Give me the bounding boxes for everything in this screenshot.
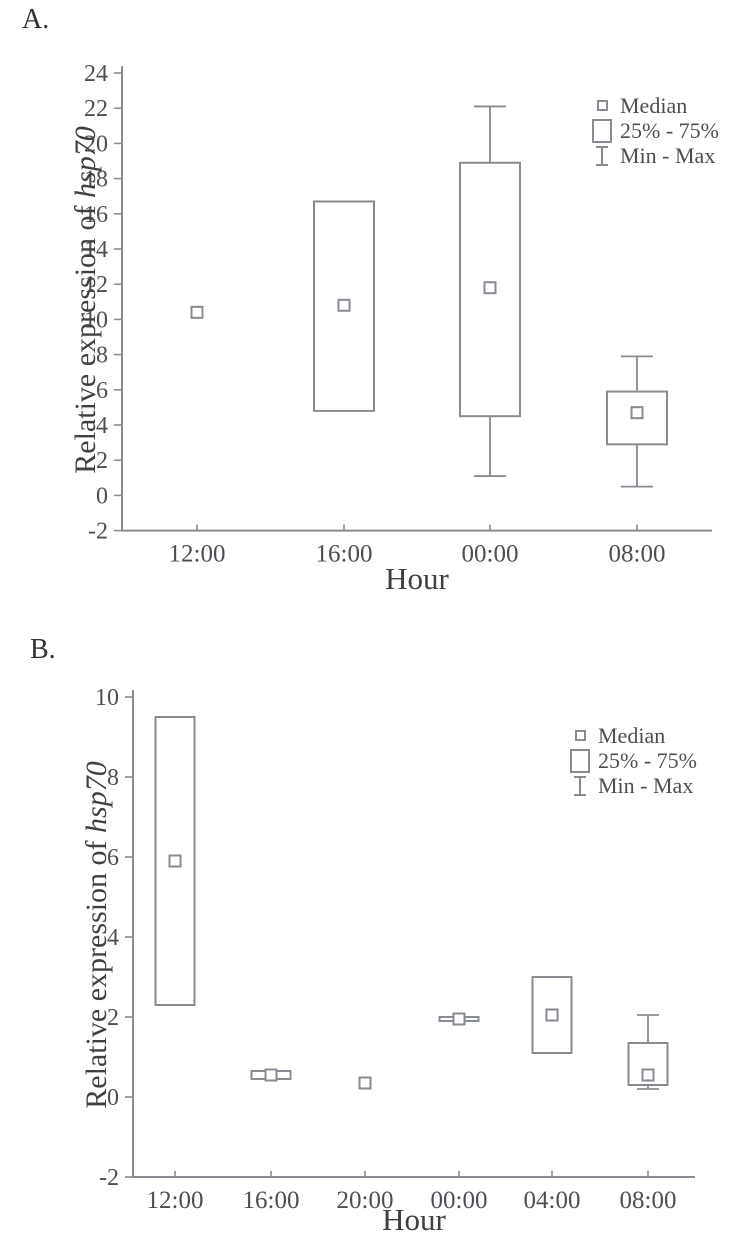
y-tick-label: 4: [107, 925, 119, 951]
legend-label-median: Median: [620, 92, 688, 118]
median-marker-icon: [574, 730, 586, 741]
legend-item-box: 25% - 75%: [584, 118, 719, 143]
box-group-04:00: [531, 976, 573, 1054]
median-point: [630, 406, 644, 420]
box-marker-icon: [570, 748, 590, 773]
y-tick-label: 0: [107, 1085, 119, 1111]
x-tick-label: 12:00: [169, 541, 226, 568]
legend-marker-cell: [584, 118, 620, 143]
y-tick-label: 22: [84, 96, 108, 122]
y-tick-label: 10: [95, 685, 119, 711]
median-point: [358, 1076, 372, 1090]
x-tick-label: 08:00: [620, 1187, 677, 1214]
legend-item-box: 25% - 75%: [562, 748, 697, 773]
y-tick-label: 20: [84, 131, 108, 157]
panel-a: 24 22 20 18 16 14 12 10 8 6 4 2 0 -2 12:00 16:00 00:00 08…: [0, 0, 739, 620]
legend-item-median: Median: [562, 723, 697, 748]
y-tick-label: 0: [96, 483, 108, 509]
y-tick-label: 2: [96, 448, 108, 474]
legend-marker-cell: [584, 145, 620, 167]
panel-b-x-axis-title: Hour: [382, 1202, 446, 1237]
legend-marker-cell: [562, 730, 598, 741]
y-tick-label: -2: [88, 519, 108, 545]
median-marker-icon: [596, 100, 608, 111]
panel-b-plot: 10 8 6 4 2 0 -2 12:00 16:00 20:00 00:00 04:00 08:00: [95, 685, 695, 1214]
box-group-12:00: [154, 716, 196, 1006]
x-tick-label: 00:00: [431, 1187, 488, 1214]
x-tick-label: 20:00: [337, 1187, 394, 1214]
y-tick-label: 24: [84, 61, 108, 87]
box-group-12:00: [190, 305, 204, 319]
legend-item-minmax: Min - Max: [562, 773, 697, 798]
y-tick-label: 12: [84, 272, 108, 298]
panel-a-x-axis-title: Hour: [385, 561, 449, 596]
y-tick-label: 18: [84, 167, 108, 193]
panel-b-label: B.: [30, 634, 56, 665]
median-point: [483, 281, 497, 295]
panel-b-legend: Median 25% - 75% Min - Max: [562, 723, 697, 798]
legend-label-box: 25% - 75%: [598, 747, 697, 773]
box-group-00:00: [459, 105, 521, 477]
median-point: [452, 1012, 466, 1026]
y-axis-title-text: Relative expression of: [69, 197, 102, 474]
y-axis-title-text: Relative expression of: [80, 832, 113, 1109]
panel-b: 10 8 6 4 2 0 -2 12:00 16:00 20:00 00:00 04:00 08:00 …: [0, 620, 739, 1249]
panel-a-label: A.: [22, 4, 50, 35]
y-tick-label: 2: [107, 1005, 119, 1031]
legend-marker-cell: [584, 100, 620, 111]
min-max-marker-icon: [574, 775, 586, 796]
panel-a-y-axis-title: Relative expression of hsp70: [69, 126, 103, 473]
y-tick-label: 10: [84, 307, 108, 333]
legend-marker-cell: [562, 748, 598, 773]
y-tick-label: 8: [96, 343, 108, 369]
median-point: [190, 305, 204, 319]
x-tick-label: 00:00: [462, 541, 519, 568]
legend-item-median: Median: [584, 93, 719, 118]
y-tick-label: 14: [84, 237, 108, 263]
median-point: [264, 1068, 278, 1082]
box-marker-icon: [592, 118, 612, 143]
legend-label-median: Median: [598, 722, 666, 748]
x-tick-label: 16:00: [316, 541, 373, 568]
x-tick-label: 08:00: [609, 541, 666, 568]
y-tick-label: -2: [99, 1165, 119, 1191]
box-group-08:00: [606, 355, 668, 488]
legend-item-minmax: Min - Max: [584, 143, 719, 168]
median-point: [168, 854, 182, 868]
median-point: [337, 298, 351, 312]
panel-b-y-axis-title: Relative expression of hsp70: [80, 761, 114, 1108]
box-group-08:00: [627, 1014, 669, 1090]
y-axis-title-gene: hsp70: [80, 761, 113, 833]
legend-marker-cell: [562, 775, 598, 797]
box-group-00:00: [438, 1012, 480, 1026]
x-tick-label: 12:00: [147, 1187, 204, 1214]
x-tick-label: 04:00: [524, 1187, 581, 1214]
y-tick-label: 8: [107, 765, 119, 791]
legend-label-box: 25% - 75%: [620, 117, 719, 143]
panel-a-legend: Median 25% - 75% Min - Max: [584, 93, 719, 168]
x-tick-label: 16:00: [243, 1187, 300, 1214]
y-tick-label: 6: [107, 845, 119, 871]
median-point: [545, 1008, 559, 1022]
axes: 10 8 6 4 2 0 -2 12:00 16:00 20:00 00:00 04:00 08:00: [95, 685, 695, 1214]
y-axis-title-gene: hsp70: [69, 126, 102, 198]
y-tick-label: 4: [96, 413, 108, 439]
legend-label-minmax: Min - Max: [598, 772, 694, 798]
min-max-marker-icon: [596, 145, 608, 166]
box-group-16:00: [250, 1068, 292, 1082]
y-tick-label: 6: [96, 378, 108, 404]
legend-label-minmax: Min - Max: [620, 142, 716, 168]
box-group-16:00: [313, 200, 375, 412]
box-group-20:00: [358, 1076, 372, 1090]
y-tick-label: 16: [84, 202, 108, 228]
median-point: [641, 1068, 655, 1082]
